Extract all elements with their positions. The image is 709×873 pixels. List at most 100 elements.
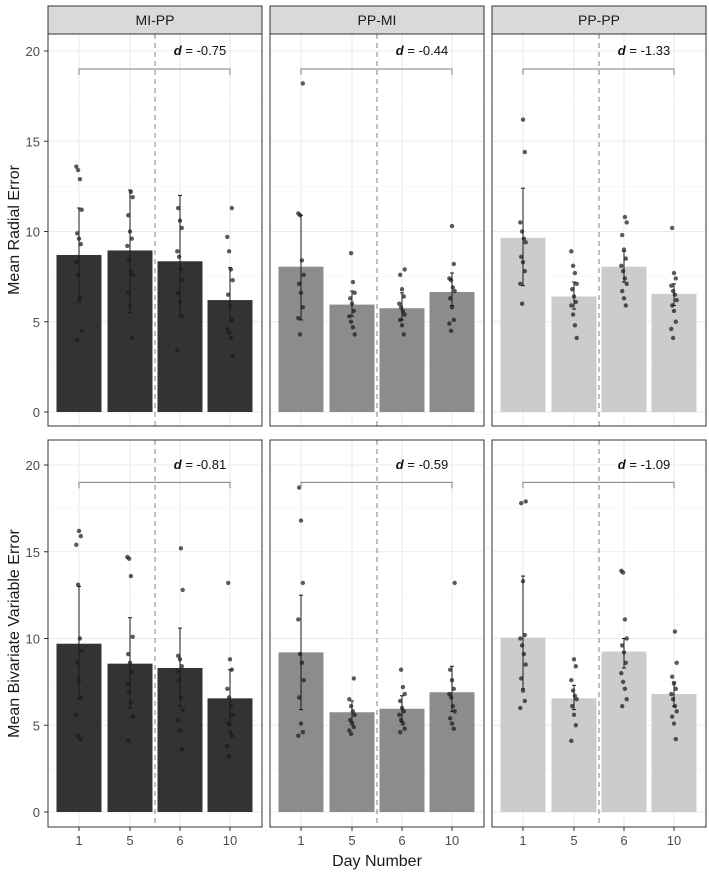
data-point bbox=[522, 269, 527, 274]
x-tick-label: 10 bbox=[667, 833, 681, 848]
data-point bbox=[226, 695, 232, 700]
data-point bbox=[570, 287, 575, 292]
effect-size-value: = -1.09 bbox=[626, 457, 670, 472]
y-tick-label: 5 bbox=[33, 718, 40, 733]
y-tick-label: 5 bbox=[33, 315, 40, 330]
data-point bbox=[229, 733, 234, 738]
data-point bbox=[398, 698, 403, 704]
x-tick-label: 5 bbox=[570, 833, 577, 848]
effect-size-value: = -0.75 bbox=[182, 43, 226, 58]
data-point bbox=[299, 660, 305, 665]
data-point bbox=[230, 712, 235, 718]
data-point bbox=[75, 272, 81, 278]
data-point bbox=[624, 281, 629, 287]
data-point bbox=[77, 636, 83, 641]
data-point bbox=[624, 636, 629, 641]
data-point bbox=[229, 205, 234, 211]
data-point bbox=[228, 335, 234, 341]
data-point bbox=[623, 303, 628, 308]
facet-strip-label: PP-PP bbox=[578, 12, 620, 28]
panel-0-mi-pp: d = -0.75 bbox=[47, 33, 263, 427]
data-point bbox=[74, 712, 79, 718]
data-point bbox=[451, 261, 456, 267]
x-tick-label: 5 bbox=[348, 833, 355, 848]
data-point bbox=[347, 697, 352, 702]
effect-size-value: = -0.81 bbox=[182, 457, 226, 472]
data-point bbox=[301, 677, 306, 683]
data-point bbox=[448, 716, 453, 721]
data-point bbox=[621, 296, 627, 301]
data-point bbox=[126, 258, 132, 263]
data-point bbox=[624, 220, 629, 225]
data-point bbox=[574, 281, 579, 287]
data-point bbox=[297, 651, 303, 657]
panel-border bbox=[491, 33, 707, 427]
y-tick-label: 15 bbox=[26, 545, 40, 560]
data-point bbox=[671, 270, 677, 276]
effect-size-symbol: d bbox=[174, 457, 183, 472]
data-point bbox=[400, 721, 406, 726]
data-point bbox=[398, 667, 404, 672]
data-point bbox=[448, 296, 453, 301]
data-point bbox=[672, 629, 678, 634]
data-point bbox=[74, 259, 79, 265]
data-point bbox=[130, 714, 135, 719]
data-point bbox=[226, 292, 231, 297]
data-point bbox=[572, 270, 578, 276]
comparison-bracket bbox=[522, 481, 675, 489]
data-point bbox=[402, 312, 407, 317]
effect-size-value: = -1.33 bbox=[626, 43, 670, 58]
data-point bbox=[449, 223, 455, 229]
facet-strip-pp-pp bbox=[491, 5, 707, 35]
data-point bbox=[179, 664, 184, 669]
data-point bbox=[296, 617, 301, 622]
data-point bbox=[348, 717, 353, 723]
data-point bbox=[230, 353, 235, 359]
panel-1-mi-pp: d = -0.81 bbox=[47, 439, 263, 828]
data-point bbox=[225, 686, 230, 692]
y-tick-label: 0 bbox=[33, 405, 40, 420]
data-point bbox=[300, 305, 305, 310]
x-tick-label: 10 bbox=[445, 833, 459, 848]
y-tick-label: 20 bbox=[26, 458, 40, 473]
data-point bbox=[78, 695, 84, 700]
data-point bbox=[298, 518, 304, 523]
data-point bbox=[518, 636, 523, 641]
data-point bbox=[448, 695, 454, 700]
bar-day-10 bbox=[429, 291, 475, 412]
data-point bbox=[130, 634, 135, 639]
data-point bbox=[349, 721, 355, 726]
data-point bbox=[300, 729, 305, 735]
data-point bbox=[519, 676, 524, 681]
data-point bbox=[350, 279, 356, 285]
data-point bbox=[569, 249, 574, 254]
facet-strip-pp-mi bbox=[269, 5, 485, 35]
data-point bbox=[297, 485, 302, 490]
data-point bbox=[401, 709, 406, 714]
data-point bbox=[671, 721, 677, 726]
data-point bbox=[669, 283, 674, 288]
data-point bbox=[448, 328, 454, 333]
bar-day-10 bbox=[651, 293, 697, 412]
facet-strip-label: PP-MI bbox=[358, 12, 397, 28]
data-point bbox=[402, 267, 407, 272]
panel-0-pp-pp: d = -1.33 bbox=[491, 33, 707, 427]
data-point bbox=[452, 580, 457, 586]
data-point bbox=[347, 314, 352, 319]
data-point bbox=[126, 290, 131, 296]
data-point bbox=[176, 653, 181, 659]
data-point bbox=[518, 705, 523, 711]
data-point bbox=[669, 691, 674, 697]
data-point bbox=[351, 724, 356, 730]
comparison-bracket bbox=[522, 68, 675, 76]
data-point bbox=[177, 728, 183, 733]
data-point bbox=[519, 500, 524, 506]
data-point bbox=[348, 296, 353, 301]
y-tick-label: 10 bbox=[26, 225, 40, 240]
data-point bbox=[229, 317, 234, 323]
data-point bbox=[297, 281, 302, 287]
data-point bbox=[447, 691, 452, 697]
data-point bbox=[523, 662, 528, 667]
effect-size-label: d = -1.33 bbox=[618, 43, 670, 58]
data-point bbox=[77, 736, 83, 742]
